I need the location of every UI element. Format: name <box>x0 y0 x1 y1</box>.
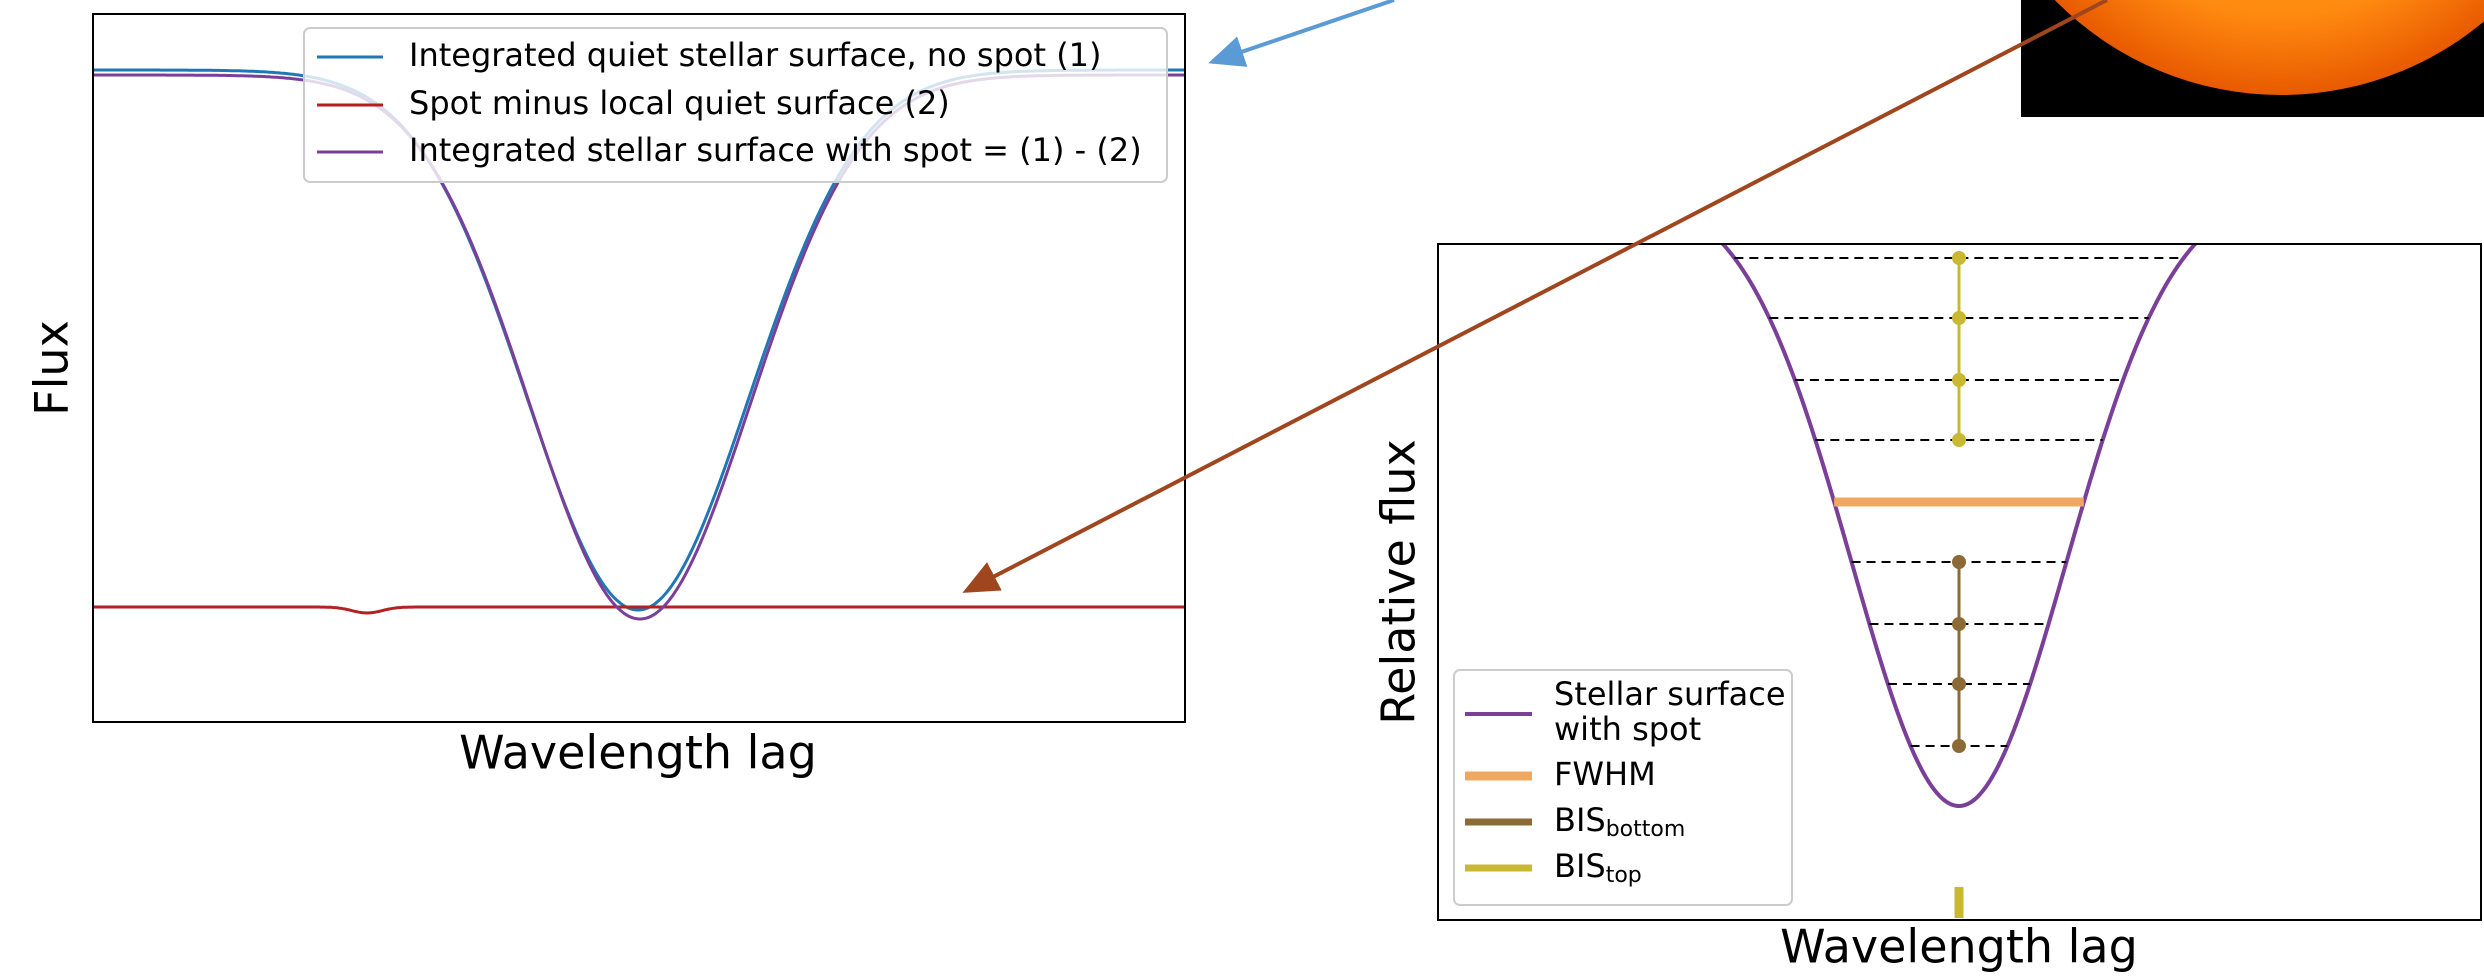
legend-label-main: BIS <box>1554 801 1606 839</box>
legend-label-main: BIS <box>1554 847 1606 885</box>
bisector-point <box>1952 433 1966 447</box>
y-axis-label: Flux <box>25 320 79 416</box>
legend-label-sub: bottom <box>1606 817 1686 842</box>
y-axis-label: Relative flux <box>1372 439 1426 724</box>
bisector-point <box>1952 555 1966 569</box>
legend-label: with spot <box>1554 710 1701 748</box>
left-panel: Integrated quiet stellar surface, no spo… <box>25 14 1186 780</box>
sun-image <box>1964 0 2484 117</box>
bisector-point <box>1952 739 1966 753</box>
legend-label: Integrated quiet stellar surface, no spo… <box>409 36 1102 74</box>
bisector-point <box>1952 311 1966 325</box>
legend-label: Stellar surface <box>1554 675 1786 713</box>
legend-label-sub: top <box>1606 863 1642 888</box>
legend-label: Spot minus local quiet surface (2) <box>409 84 950 122</box>
bisector-point <box>1952 373 1966 387</box>
arrow <box>1212 0 1394 62</box>
right-panel: Stellar surface with spot FWHM BISbottom… <box>1372 190 2482 974</box>
legend-label: Integrated stellar surface with spot = (… <box>409 131 1142 169</box>
legend-label: FWHM <box>1554 755 1656 793</box>
x-axis-label: Wavelength lag <box>1780 920 2138 974</box>
figure: Integrated quiet stellar surface, no spo… <box>0 0 2484 977</box>
x-axis-label: Wavelength lag <box>459 726 817 780</box>
bisector-point <box>1952 617 1966 631</box>
bisector-point <box>1952 677 1966 691</box>
bisector-point <box>1952 251 1966 265</box>
